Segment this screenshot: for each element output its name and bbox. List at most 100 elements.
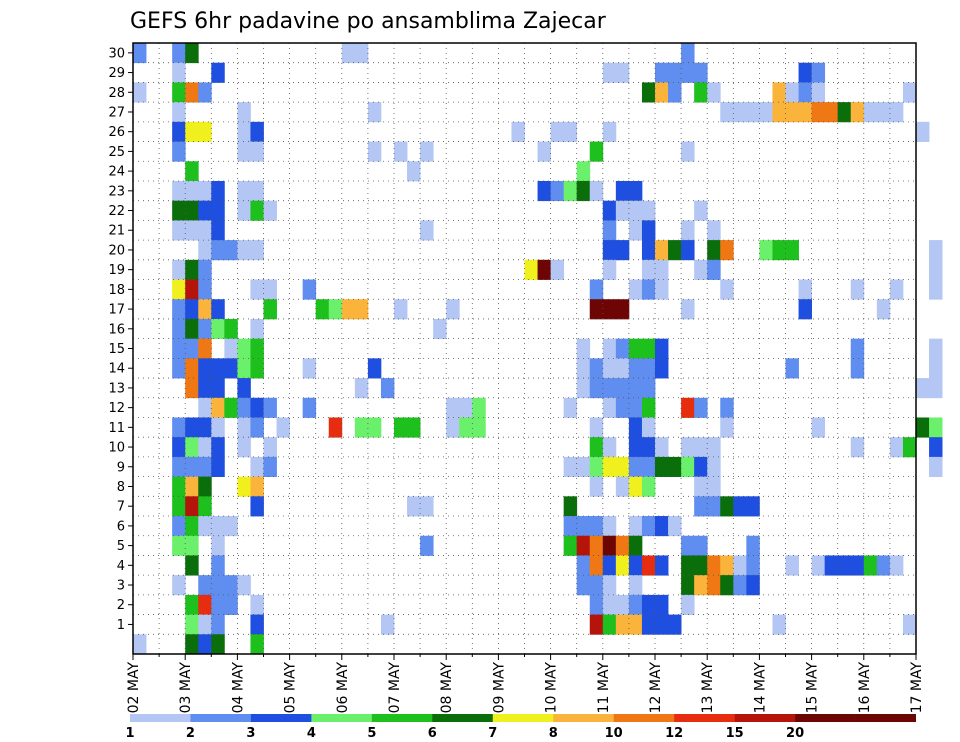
heatmap-cell (250, 180, 264, 202)
heatmap-cell (328, 417, 343, 438)
heatmap-cell (198, 496, 212, 517)
heatmap-cell (628, 476, 643, 497)
heatmap-cell (628, 200, 643, 221)
heatmap-cell (237, 417, 251, 438)
heatmap-cell (185, 555, 199, 576)
heatmap-cell (237, 121, 251, 142)
heatmap-cell (172, 141, 186, 162)
heatmap-cell (641, 378, 656, 399)
heatmap-cell (185, 456, 199, 478)
heatmap-cell (237, 358, 251, 379)
heatmap-cell (211, 299, 225, 320)
heatmap-cell (367, 102, 382, 123)
heatmap-cell (589, 358, 604, 379)
heatmap-cell (929, 437, 943, 458)
heatmap-cell (172, 121, 186, 142)
heatmap-cell (589, 378, 604, 399)
heatmap-cell (576, 555, 591, 576)
heatmap-cell (615, 180, 630, 202)
heatmap-cell (668, 456, 682, 478)
y-tick-label: 30 (108, 46, 125, 61)
heatmap-cell (172, 358, 186, 379)
heatmap-cell (211, 516, 225, 537)
heatmap-cell (850, 338, 865, 359)
heatmap-cell (446, 299, 460, 320)
heatmap-cell (628, 516, 643, 537)
heatmap-cell (315, 299, 330, 320)
heatmap-cell (224, 240, 238, 261)
y-tick-label: 18 (108, 283, 125, 298)
heatmap-cell (772, 82, 786, 103)
colorbar-label: 3 (246, 726, 255, 741)
heatmap-cell (694, 575, 708, 596)
colorbar-swatch (130, 714, 191, 722)
heatmap-cell (615, 358, 630, 379)
heatmap-cell (589, 535, 604, 556)
heatmap-cell (250, 476, 264, 497)
heatmap-cell (354, 43, 369, 64)
heatmap-cell (211, 437, 225, 458)
heatmap-cell (850, 358, 865, 379)
heatmap-cell (681, 141, 695, 162)
heatmap-cell (250, 240, 264, 261)
heatmap-cell (916, 121, 930, 142)
heatmap-cell (250, 200, 264, 221)
heatmap-cell (550, 180, 565, 202)
heatmap-cell (211, 614, 225, 635)
colorbar-swatch (674, 714, 735, 722)
heatmap-cell (211, 555, 225, 576)
heatmap-cell (641, 397, 656, 418)
heatmap-cell (185, 594, 199, 615)
heatmap-cell (185, 82, 199, 103)
heatmap-cell (576, 456, 591, 478)
heatmap-cell (811, 82, 826, 103)
x-tick-label: 15 MAY (805, 662, 821, 714)
heatmap-cell (211, 318, 225, 340)
heatmap-cell (185, 299, 199, 320)
heatmap-cell (589, 180, 604, 202)
heatmap-cell (198, 575, 212, 596)
heatmap-cell (198, 299, 212, 320)
heatmap-cell (211, 535, 225, 556)
colorbar-label: 6 (428, 726, 437, 741)
heatmap-cell (681, 575, 695, 596)
heatmap-cell (237, 338, 251, 359)
heatmap-cell (655, 82, 669, 103)
heatmap-cell (668, 62, 682, 83)
heatmap-cell (237, 437, 251, 458)
colorbar-label: 15 (726, 726, 744, 741)
heatmap-cell (641, 358, 656, 379)
x-tick-label: 14 MAY (752, 662, 768, 714)
heatmap-cell (302, 279, 317, 300)
heatmap-cell (746, 535, 760, 556)
y-tick-label: 23 (108, 184, 125, 199)
heatmap-cell (707, 575, 721, 596)
heatmap-cell (863, 555, 878, 576)
heatmap-cell (785, 358, 799, 379)
heatmap-cell (602, 516, 617, 537)
y-tick-label: 26 (108, 125, 125, 140)
heatmap-cell (224, 338, 238, 359)
heatmap-cell (929, 240, 943, 261)
heatmap-cell (185, 476, 199, 497)
heatmap-cell (746, 496, 760, 517)
heatmap-cell (589, 476, 604, 497)
heatmap-cell (446, 417, 460, 438)
colorbar-swatch (432, 714, 494, 722)
heatmap-cell (602, 240, 617, 261)
heatmap-cell (641, 476, 656, 497)
y-tick-label: 13 (108, 381, 125, 396)
y-tick-label: 25 (108, 145, 125, 160)
heatmap-cell (628, 397, 643, 418)
heatmap-cell (772, 102, 786, 123)
heatmap-cell (929, 417, 943, 438)
heatmap-cell (198, 437, 212, 458)
heatmap-cell (563, 535, 578, 556)
heatmap-cell (628, 555, 643, 576)
heatmap-cell (615, 476, 630, 497)
heatmap-cell (589, 456, 604, 478)
colorbar: 1 2 3 4 5 6 7 8 10 12 15 20 (125, 714, 916, 741)
heatmap-cell (172, 516, 186, 537)
heatmap-cell (394, 299, 408, 320)
heatmap-cell (694, 200, 708, 221)
